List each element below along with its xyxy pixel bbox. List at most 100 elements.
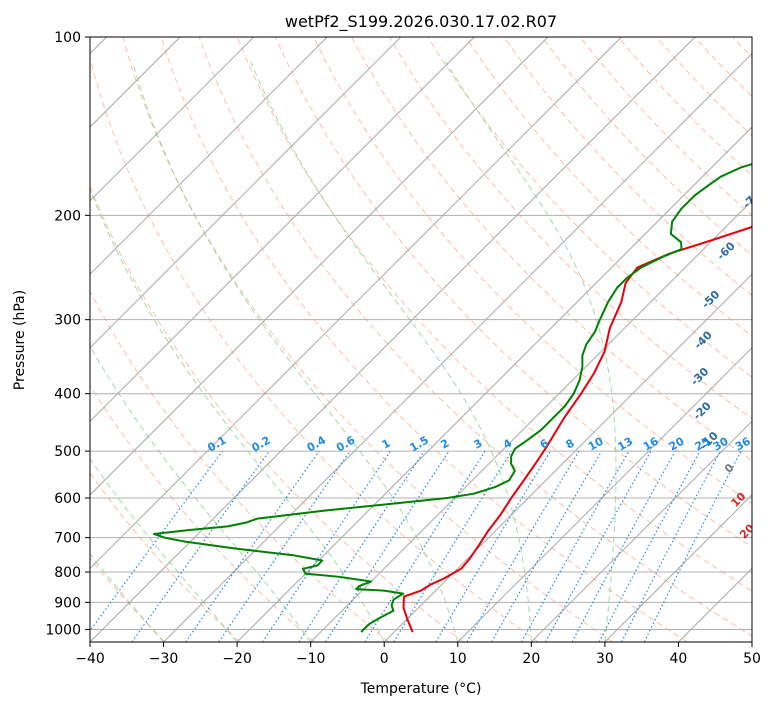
moist-adiabat: [90, 458, 238, 642]
dry-adiabat: [503, 37, 752, 296]
dry-adiabat: [541, 37, 752, 256]
dry-adiabat: [427, 37, 752, 378]
dry-adiabat-label: -80: [752, 147, 775, 170]
dry-adiabat: [465, 37, 752, 337]
isotherm-line: [163, 52, 752, 642]
isotherm-line: [751, 641, 752, 642]
dry-adiabat: [90, 290, 390, 642]
dry-adiabat: [236, 37, 752, 592]
y-tick-label: 800: [54, 565, 81, 581]
dry-adiabat-label: 10: [728, 490, 748, 510]
mixing-ratio-line: [643, 450, 742, 642]
isotherm-line: [310, 199, 752, 642]
mixing-ratio-line: [393, 450, 513, 642]
mixing-ratio-line: [90, 450, 224, 632]
dry-adiabat-label: -20: [691, 399, 714, 422]
dry-adiabat: [351, 37, 752, 462]
moist-adiabat: [90, 553, 164, 642]
x-tick-label: −10: [296, 651, 326, 667]
dry-adiabat-label: -40: [692, 328, 715, 351]
isotherm-line: [90, 37, 696, 642]
dry-adiabat-label: -60: [714, 239, 737, 262]
dewpoint-line: [152, 163, 752, 633]
x-axis-title: Temperature (°C): [360, 681, 482, 697]
isotherm-line: [90, 37, 328, 275]
mixing-ratio-label: 8: [563, 437, 576, 452]
isotherm-line: [90, 37, 549, 496]
temperature-line: [402, 225, 752, 633]
mixing-ratio-line: [364, 450, 486, 642]
dry-adiabat: [617, 37, 752, 176]
isotherm-line: [530, 420, 752, 642]
y-tick-label: 500: [54, 444, 81, 460]
mixing-ratio-line: [571, 450, 676, 642]
isotherm-line: [90, 37, 622, 570]
y-tick-label: 400: [54, 387, 81, 403]
dry-adiabat: [771, 37, 775, 642]
moist-adiabat: [131, 61, 459, 642]
dry-adiabat: [389, 37, 752, 420]
dry-adiabat: [656, 37, 752, 137]
isotherm-line: [236, 126, 752, 642]
dry-adiabat: [198, 37, 752, 637]
dry-adiabat: [313, 37, 752, 505]
plot-frame: [89, 36, 753, 643]
y-tick-label: 100: [54, 30, 81, 46]
dry-adiabat: [160, 37, 688, 642]
x-tick-label: 0: [380, 651, 389, 667]
dry-adiabat-label: 30: [749, 553, 769, 573]
x-tick-label: −30: [149, 651, 179, 667]
y-axis-title: Pressure (hPa): [12, 290, 28, 390]
dry-adiabat-label: -70: [740, 188, 763, 211]
dry-adiabat: [274, 37, 752, 548]
isotherm-line: [604, 494, 752, 642]
dry-adiabat-label: -30: [688, 365, 711, 388]
moist-adiabat: [250, 61, 532, 642]
dry-adiabat-label: 40: [759, 584, 775, 604]
y-tick-label: 700: [54, 531, 81, 547]
dry-adiabat: [732, 37, 752, 58]
isotherm-line: [457, 347, 752, 642]
moist-adiabat: [90, 345, 312, 642]
x-tick-label: 50: [743, 651, 761, 667]
y-tick-label: 600: [54, 491, 81, 507]
isotherm-line: [383, 273, 752, 642]
mixing-ratio-line: [131, 450, 270, 642]
mixing-ratio-line: [218, 450, 351, 642]
mixing-ratio-line: [598, 450, 701, 642]
x-tick-label: 30: [596, 651, 614, 667]
mixing-ratio-line: [545, 450, 652, 642]
dry-adiabat: [90, 472, 241, 642]
dry-adiabat: [90, 55, 539, 642]
dry-adiabat: [122, 37, 613, 642]
mixing-ratio-label: 36: [733, 434, 753, 453]
isotherm-line: [90, 37, 402, 349]
x-tick-label: 10: [449, 651, 467, 667]
mixing-ratio-label: 2: [438, 437, 451, 452]
isotherm-line: [90, 37, 475, 423]
mixing-ratio-line: [621, 450, 721, 642]
dry-adiabat: [579, 37, 752, 216]
x-tick-label: 20: [522, 651, 540, 667]
moist-adiabat: [90, 188, 385, 642]
y-tick-label: 300: [54, 313, 81, 329]
mixing-ratio-line: [325, 450, 450, 642]
mixing-ratio-line: [491, 450, 603, 642]
x-tick-label: −20: [222, 651, 252, 667]
moist-adiabat: [445, 61, 617, 642]
y-tick-label: 200: [54, 208, 81, 224]
mixing-ratio-line: [520, 450, 630, 642]
dry-adiabat: [90, 185, 464, 642]
dry-adiabat-label: 20: [737, 521, 757, 541]
mixing-ratio-label: 1: [380, 437, 393, 452]
isotherm-line: [678, 567, 752, 642]
mixing-ratio-line: [435, 450, 552, 642]
dry-adiabat: [90, 384, 315, 642]
isotherm-line: [90, 37, 255, 202]
mixing-ratio-line: [185, 450, 320, 642]
y-tick-label: 1000: [45, 622, 81, 638]
x-tick-label: −40: [75, 651, 105, 667]
chart-title: wetPf2_S199.2026.030.17.02.R07: [285, 12, 557, 32]
y-tick-label: 900: [54, 595, 81, 611]
